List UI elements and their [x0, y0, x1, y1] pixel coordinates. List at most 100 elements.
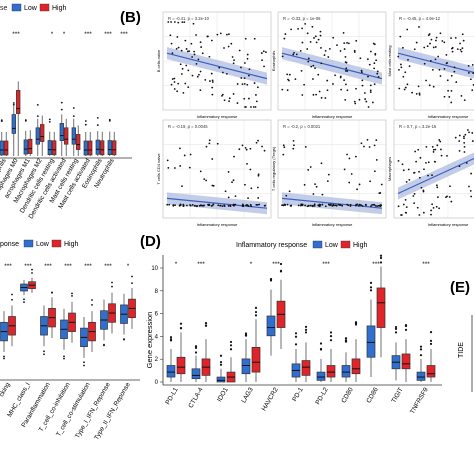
panel-d-box-low-8-body [366, 325, 376, 358]
panel-b-point [446, 154, 448, 157]
panel-b-point [254, 106, 257, 108]
panel-d-tick-label: PD-L2 [314, 386, 329, 406]
panel-b-point [247, 74, 250, 77]
panel-d-outlier [219, 363, 223, 366]
panel-a-outlier [48, 118, 51, 121]
panel-d-y-axis-label: Gene expression [145, 312, 154, 369]
panel-c-outlier [51, 291, 53, 294]
panel-c-outlier [3, 355, 5, 358]
panel-b-point [435, 184, 438, 187]
panel-b-point [360, 204, 362, 206]
panel-b-point [211, 93, 214, 96]
panel-b-point [191, 203, 194, 206]
panel-b-point [170, 21, 172, 23]
panel-c-box-high-5 [108, 292, 116, 334]
panel-b-point [346, 153, 348, 156]
panel-b-point [195, 62, 198, 65]
panel-b-point [399, 35, 402, 38]
panel-b-point [418, 26, 420, 28]
panel-c-outlier [91, 303, 93, 306]
panel-b-point [307, 169, 310, 171]
panel-b-point [435, 36, 438, 39]
panel-b-point [435, 205, 438, 208]
panel-a-box-high-4 [52, 131, 57, 156]
panel-d-outlier [304, 331, 308, 334]
panel-b-point [354, 102, 357, 105]
panel-b-point [238, 49, 241, 52]
panel-b-point [297, 204, 300, 207]
panel-b-point [186, 204, 188, 207]
panel-b-point [355, 87, 357, 90]
panel-b-point [257, 139, 259, 142]
panel-b-point [177, 21, 180, 24]
panel-b-point [243, 97, 246, 100]
panel-b-point [301, 94, 304, 96]
panel-b-point [173, 81, 176, 83]
panel-d-outlier [304, 328, 308, 332]
panel-d-box-high-5-body [301, 360, 311, 376]
panel-b-point [365, 100, 368, 103]
panel-c-outlier [83, 361, 85, 364]
panel-b-point [402, 169, 405, 172]
panel-b-point [290, 28, 292, 31]
panel-b-point [445, 54, 448, 56]
panel-a-outlier [24, 119, 27, 121]
panel-b-point [307, 57, 310, 60]
panel-a-box-high-8 [100, 131, 105, 156]
panel-b-point [401, 163, 404, 166]
panel-b-point [317, 38, 320, 41]
panel-b-point [223, 99, 226, 102]
panel-b-point [458, 149, 461, 152]
panel-b-point [282, 204, 285, 207]
panel-d-outlier [229, 344, 233, 347]
panel-b-point [292, 53, 295, 56]
panel-b-point [232, 62, 235, 65]
panel-b-point [312, 78, 314, 80]
panel-b-point [413, 171, 415, 174]
panel-a-significance-mark: *** [84, 31, 92, 38]
panel-b-point [418, 93, 421, 96]
panel-b-point [173, 88, 176, 90]
panel-b-point [246, 83, 249, 86]
panel-b-point [301, 41, 304, 44]
panel-b-point [233, 59, 235, 62]
panel-b-point [282, 153, 285, 156]
panel-c-outlier [71, 292, 73, 295]
panel-b-point [413, 202, 416, 205]
panel-b-point [168, 203, 171, 206]
panel-b-point [303, 183, 306, 186]
panel-b-point [228, 100, 230, 103]
panel-b-point [258, 203, 261, 206]
panel-b-point [244, 106, 246, 108]
panel-d-label: (D) [140, 233, 161, 250]
panel-b-point [309, 41, 312, 43]
panel-b-point [450, 200, 453, 203]
panel-b-point [343, 42, 346, 45]
panel-d-outlier [254, 306, 258, 309]
panel-b-point [324, 50, 327, 52]
panel-b-point [323, 54, 326, 56]
panel-b-point [234, 195, 237, 198]
panel-b-point [427, 174, 429, 177]
panel-b-point [431, 203, 434, 206]
panel-b-point [379, 205, 382, 208]
panel-b-point [327, 203, 330, 206]
panel-b-point [247, 205, 250, 208]
panel-b-point [236, 83, 239, 85]
panel-b-point [255, 141, 258, 144]
panel-b-point [201, 52, 204, 55]
panel-b-point [199, 41, 202, 44]
panel-d-box-high-7 [351, 339, 361, 382]
panel-b-point [317, 204, 320, 207]
panel-b-point [343, 168, 346, 171]
panel-d-y-tick-label: 10 [151, 266, 158, 272]
panel-b-point [253, 82, 256, 84]
panel-d-box-low-3-body [241, 358, 251, 375]
panel-b-point [334, 74, 336, 77]
panel-b-point [402, 46, 404, 49]
panel-b-point [199, 70, 202, 73]
panel-b-point [369, 50, 372, 53]
panel-b-point [320, 62, 323, 65]
panel-b-point [448, 196, 451, 198]
